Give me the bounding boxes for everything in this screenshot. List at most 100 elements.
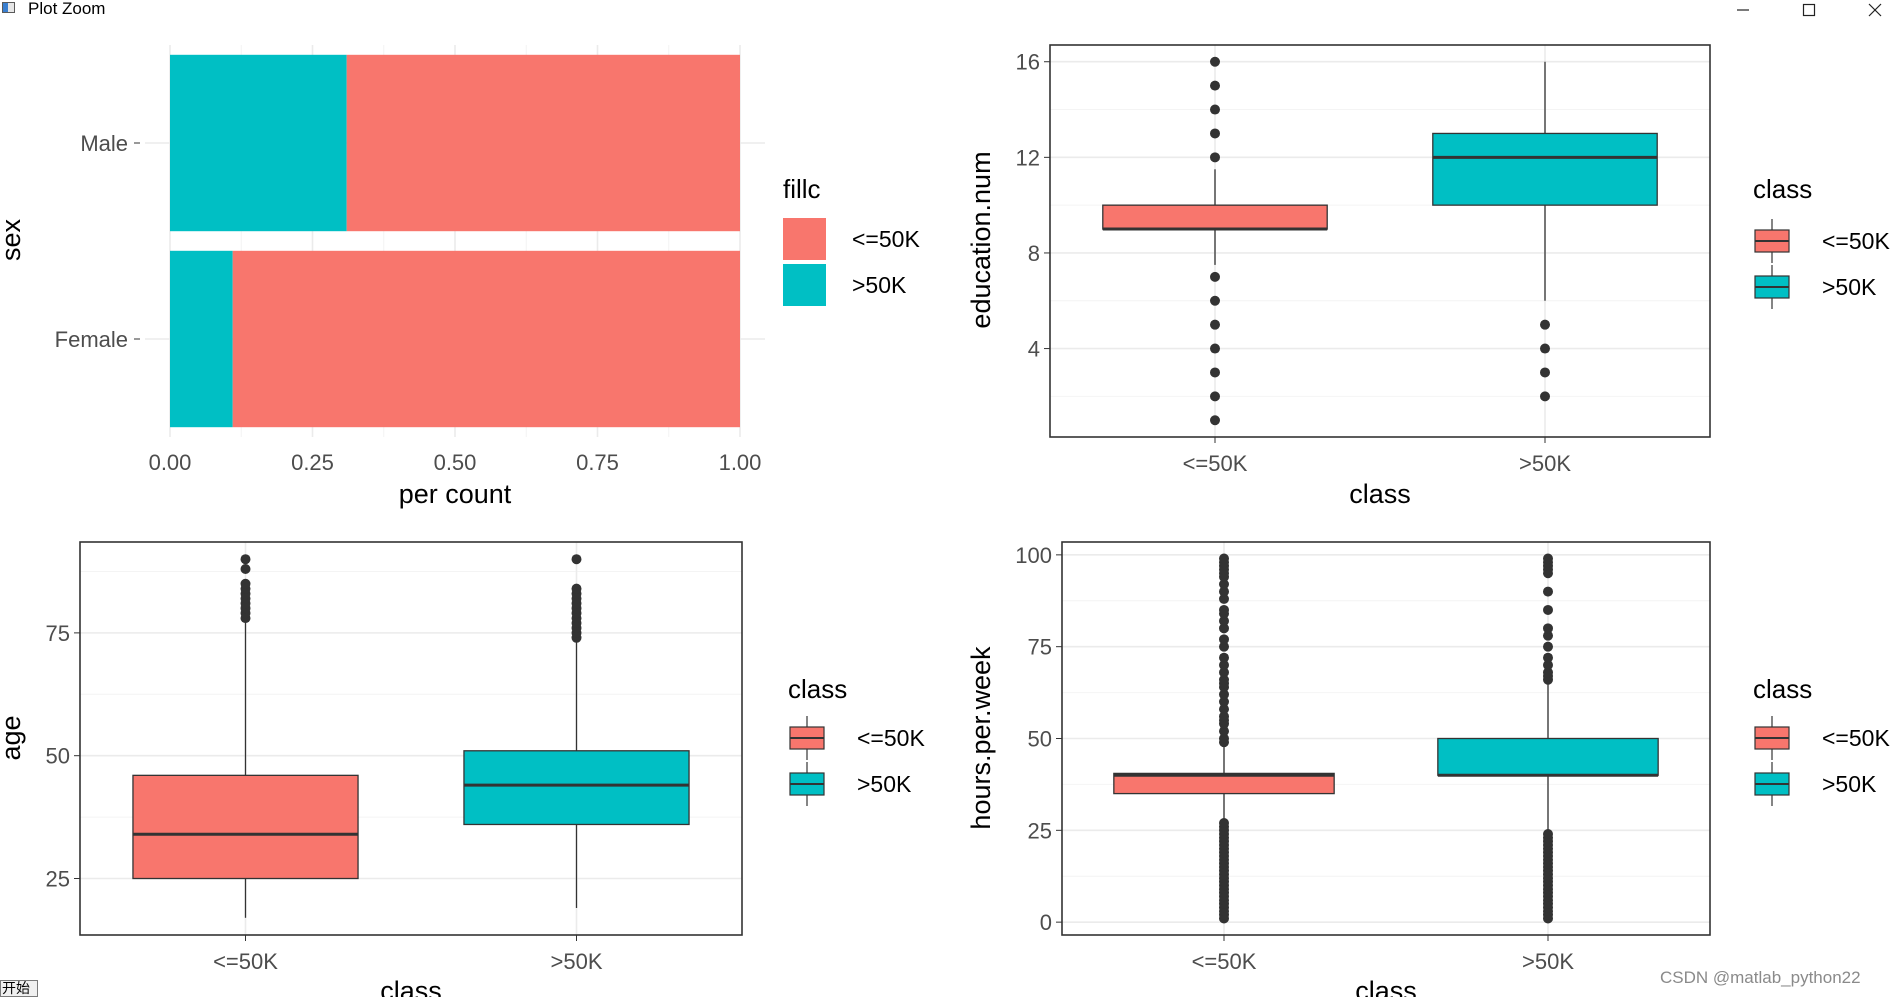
legend-label: <=50K [1822,228,1890,254]
maximize-icon [1802,3,1816,17]
legend-title: class [788,674,847,704]
y-tick-label: Male [80,131,128,156]
outlier-point [1210,271,1220,282]
y-tick-label: Female [55,327,128,352]
y-axis-label: age [0,715,26,760]
outlier-point [1219,667,1229,678]
bar-segment-low-female [232,250,740,428]
plot-zoom-app-icon [2,2,15,13]
x-tick-label: 1.00 [719,450,762,475]
outlier-point [1219,733,1229,744]
window-title: Plot Zoom [28,0,106,18]
outlier-point [1219,711,1229,722]
outlier-point [1543,641,1553,652]
x-axis-label: class [1349,479,1411,509]
y-tick-label: 25 [1028,818,1052,843]
x-tick-label: 0.75 [576,450,619,475]
outlier-point [1219,579,1229,590]
iqr-box [1102,204,1328,230]
outlier-point [240,578,251,589]
legend-key [789,716,825,760]
outlier-point [1210,56,1220,67]
outlier-point [1210,80,1220,91]
outlier-point [1219,641,1229,652]
outlier-point [1219,623,1229,634]
legend-key [783,218,826,260]
y-tick-label: 12 [1016,145,1040,170]
legend-title: fillc [783,174,821,204]
y-tick-label: 25 [46,867,70,892]
outlier-point [1219,615,1229,626]
outlier-point [1543,667,1553,678]
outlier-point [1540,343,1550,354]
legend-label: >50K [1822,274,1877,300]
y-tick-label: 8 [1028,241,1040,266]
y-tick-label: 75 [1028,635,1052,660]
y-tick-label: 50 [46,744,70,769]
iqr-box [1113,772,1335,795]
iqr-box [463,750,690,826]
x-tick-label: >50K [551,949,603,974]
outlier-point [1543,660,1553,671]
y-tick-label: 100 [1015,543,1052,568]
close-button[interactable] [1852,0,1897,20]
x-tick-label: 0.50 [434,450,477,475]
outlier-point [571,554,582,565]
bar-segment-low-male [346,54,740,232]
outlier-point [1210,295,1220,306]
x-tick-label: <=50K [1183,451,1248,476]
legend-title: class [1753,674,1812,704]
outlier-point [1219,593,1229,604]
outlier-point [1540,391,1550,402]
start-button[interactable]: 开始 [0,980,38,997]
outlier-point [1210,128,1220,139]
minimize-button[interactable] [1720,0,1766,20]
box-low [1102,56,1328,426]
outlier-point [1210,319,1220,330]
age-boxplot: <=50K >50K 25 50 75 class age class <=50K >50K [0,541,925,997]
outlier-point [240,564,251,575]
minimize-icon [1737,9,1749,11]
legend-swatch [783,264,826,306]
outlier-point [1219,652,1229,663]
bar-segment-high-male [170,54,347,232]
outlier-point [240,554,251,565]
legend-key [789,762,825,806]
box-high [1432,61,1658,402]
legend-label: <=50K [852,226,920,252]
iqr-box [1437,737,1659,776]
outlier-point [1219,817,1229,828]
y-tick-label: 16 [1016,50,1040,75]
legend-key [1754,716,1790,760]
outlier-point [1219,726,1229,737]
close-icon [1868,3,1882,17]
y-axis-label: hours.per.week [966,646,996,830]
y-tick-label: 50 [1028,727,1052,752]
outlier-point [1219,660,1229,671]
window-title-bar: Plot Zoom [0,0,1897,20]
legend-key [1754,219,1790,263]
legend-label: <=50K [1822,725,1890,751]
x-tick-label: 0.00 [149,450,192,475]
legend-swatch [783,218,826,260]
panel-background [1050,45,1710,437]
outlier-point [1210,152,1220,163]
outlier-point [1219,704,1229,715]
box-low [132,554,359,918]
x-axis-label: class [380,976,442,997]
y-axis-label: education.num [966,151,996,328]
x-axis-label: class [1355,976,1417,997]
outlier-point [571,583,582,594]
hours-per-week-boxplot: <=50K >50K 0 25 50 75 100 class hours.per.week cl… [966,541,1890,997]
outlier-point [1210,391,1220,402]
outlier-point [1219,553,1229,564]
panel-border [79,541,743,936]
maximize-button[interactable] [1786,0,1832,20]
legend-key [1754,762,1790,806]
legend-key [1754,265,1790,309]
outlier-point [1543,586,1553,597]
box-high [1437,553,1659,924]
outlier-point [1219,634,1229,645]
bar-segment-high-female [170,250,233,428]
legend-key [783,264,826,306]
